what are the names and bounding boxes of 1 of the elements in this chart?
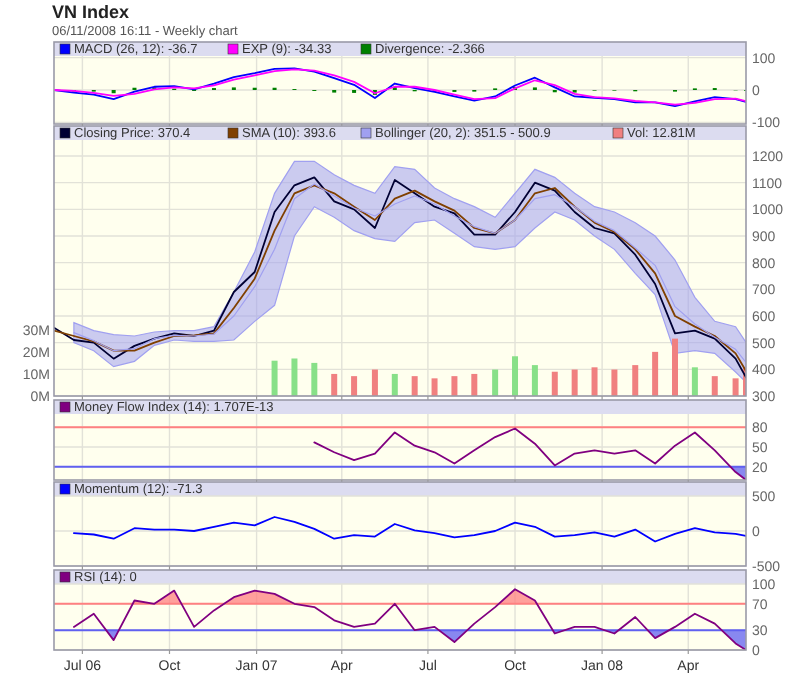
chart-title: VN Index: [52, 2, 130, 22]
